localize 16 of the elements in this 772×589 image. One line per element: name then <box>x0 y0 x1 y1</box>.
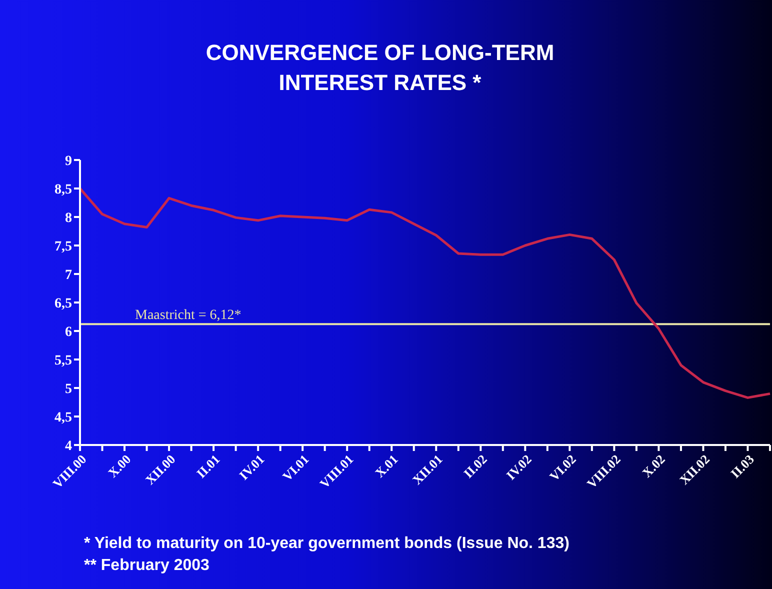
y-tick-label: 8 <box>65 210 72 226</box>
y-tick-label: 4,5 <box>54 410 72 426</box>
line-series <box>78 187 772 399</box>
y-tick-label: 6,5 <box>54 296 72 312</box>
y-tick-label: 7,5 <box>54 239 72 254</box>
y-tick-label: 6 <box>65 324 72 340</box>
y-tick-label: 5 <box>65 382 72 397</box>
y-tick-label: 5,5 <box>54 353 72 368</box>
text: ** February 2003 <box>84 556 210 576</box>
y-tick-label: 7 <box>65 268 72 283</box>
ref-line-label: Maastricht = 6,12* <box>135 308 242 324</box>
chart-title: CONVERGENCE OF LONG-TERM INTEREST RATES * <box>204 39 556 97</box>
y-tick-label: 4 <box>65 438 72 454</box>
text: * Yield to maturity on 10-year government bonds (Issue No. 133) <box>84 534 570 554</box>
y-tick-label: 8,5 <box>54 182 72 198</box>
y-tick-label: 9 <box>65 154 72 169</box>
